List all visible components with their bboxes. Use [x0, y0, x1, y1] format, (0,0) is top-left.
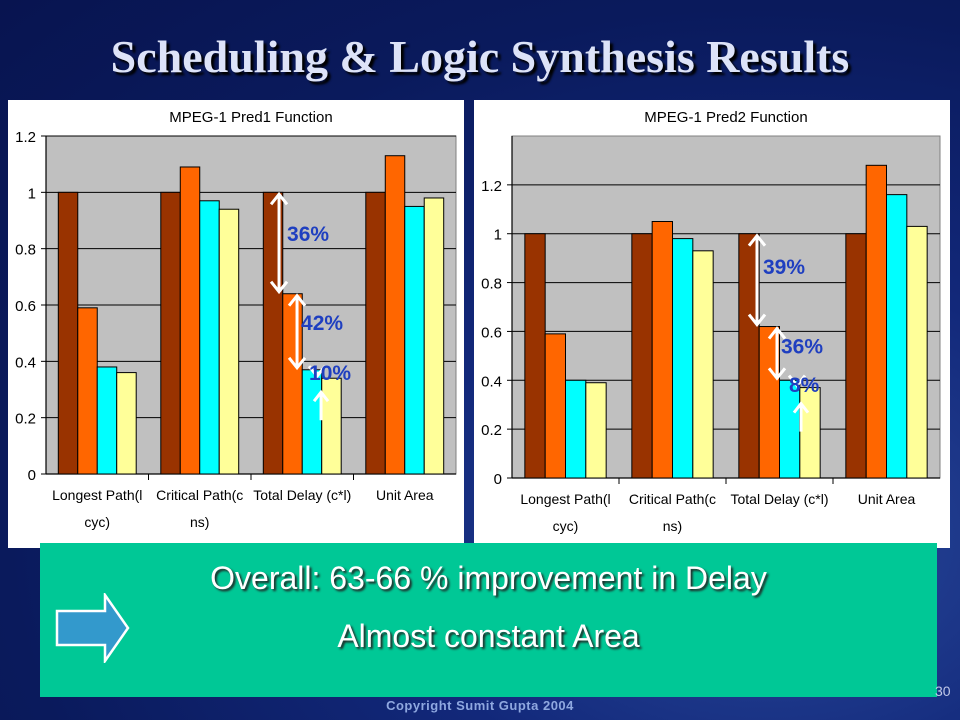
callout-line-area: Almost constant Area — [337, 618, 640, 654]
bar — [57, 191, 79, 475]
annotation-arrow: 42% — [287, 293, 343, 371]
chart-title: MPEG-1 Pred2 Function — [644, 109, 807, 126]
bar — [585, 382, 607, 479]
y-tick-label: 1 — [28, 185, 36, 202]
bar — [301, 369, 323, 475]
annotation-label: 36% — [781, 335, 823, 358]
annotation-label: 10% — [309, 362, 351, 385]
bar — [799, 387, 821, 479]
x-tick-label: Critical Path(c — [629, 491, 716, 507]
bar — [544, 333, 566, 479]
annotation-label: 36% — [287, 223, 329, 246]
bar — [77, 307, 98, 475]
x-tick-label: Unit Area — [376, 487, 434, 503]
y-tick-label: 0.8 — [15, 242, 36, 259]
x-tick-label: Total Delay (c*l) — [730, 491, 828, 507]
arrow-head-up — [792, 401, 810, 414]
x-tick-label: ns) — [663, 518, 682, 534]
bar — [865, 164, 888, 479]
x-tick-label: Critical Path(c — [156, 487, 243, 503]
x-tick-label: cyc) — [553, 518, 579, 534]
y-tick-label: 1.2 — [15, 129, 36, 146]
bar — [565, 379, 587, 479]
y-tick-label: 1 — [494, 227, 502, 244]
arrow-head-down — [747, 313, 767, 327]
arrow-head-down — [307, 365, 327, 379]
annotation-arrow: 39% — [747, 233, 805, 327]
y-tick-label: 0.4 — [15, 354, 36, 371]
bar — [199, 200, 220, 475]
page-number: 30 — [935, 683, 951, 699]
x-tick-label: Longest Path(l — [52, 487, 142, 503]
chart-title: MPEG-1 Pred1 Function — [169, 109, 332, 126]
bar — [886, 194, 908, 479]
slide-title: Scheduling & Logic Synthesis Results — [110, 31, 850, 82]
y-tick-label: 0.2 — [15, 411, 36, 428]
bar — [906, 225, 928, 479]
bar — [116, 372, 137, 475]
x-tick-label: Total Delay (c*l) — [253, 487, 351, 503]
arrow-head-down — [269, 280, 289, 295]
annotation-label: 8% — [789, 374, 820, 397]
bar — [96, 366, 118, 475]
y-tick-label: 0.6 — [15, 298, 36, 315]
y-tick-label: 0.4 — [481, 373, 502, 390]
right-arrow-icon — [55, 591, 131, 668]
bar — [651, 221, 673, 479]
y-tick-label: 1.2 — [481, 178, 502, 195]
chart-pred2-svg: MPEG-1 Pred2 Function 0 0.2 0.4 0.6 0.8 1 1.2 Lo… — [481, 109, 941, 534]
chart-pred2: MPEG-1 Pred2 Function 0 0.2 0.4 0.6 0.8 1 1.2 Lo… — [474, 100, 950, 548]
bar — [218, 208, 240, 475]
bar — [282, 293, 303, 475]
y-tick-label: 0.6 — [481, 324, 502, 341]
bar — [423, 197, 445, 475]
bar — [160, 191, 181, 475]
bar — [365, 191, 386, 475]
arrow-head-up — [269, 191, 289, 206]
bar — [404, 205, 425, 475]
arrow-head-down — [767, 367, 787, 381]
x-tick-label: cyc) — [84, 514, 110, 530]
copyright-footer: Copyright Sumit Gupta 2004 — [386, 698, 574, 713]
y-tick-label: 0 — [28, 467, 36, 484]
chart-pred1: MPEG-1 Pred1 Function 0 0.2 0.4 0.6 0.8 1 1.2 Lo… — [8, 100, 464, 548]
x-tick-label: ns) — [190, 514, 209, 530]
bar — [321, 377, 342, 475]
annotation-label: 39% — [763, 256, 805, 279]
arrow-head-up — [747, 233, 767, 247]
bar — [672, 238, 694, 479]
arrow-head-down — [787, 374, 807, 389]
annotation-label: 42% — [301, 312, 343, 335]
annotation-arrow: 10% — [307, 362, 351, 421]
annotation-arrow: 8% — [787, 374, 820, 432]
bar — [631, 233, 653, 479]
bar — [524, 233, 546, 479]
annotation-arrow: 36% — [767, 326, 823, 381]
arrow-head-up — [312, 389, 330, 403]
y-tick-label: 0 — [494, 471, 502, 488]
y-tick-label: 0.2 — [481, 422, 502, 439]
bar — [692, 250, 714, 479]
x-tick-label: Longest Path(l — [520, 491, 610, 507]
summary-callout: Overall: 63-66 % improvement in Delay Al… — [40, 543, 937, 697]
bar — [384, 155, 406, 475]
callout-line-delay: Overall: 63-66 % improvement in Delay — [210, 560, 767, 596]
chart-pred1-svg: MPEG-1 Pred1 Function 0 0.2 0.4 0.6 0.8 1 1.2 Lo… — [15, 109, 457, 530]
bar — [179, 166, 201, 475]
annotation-arrow: 36% — [269, 191, 329, 295]
x-tick-label: Unit Area — [858, 491, 916, 507]
arrow-head-up — [287, 293, 307, 307]
bar — [845, 233, 867, 479]
arrow-head-down — [287, 356, 307, 371]
y-tick-label: 0.8 — [481, 276, 502, 293]
arrow-head-up — [767, 326, 787, 340]
